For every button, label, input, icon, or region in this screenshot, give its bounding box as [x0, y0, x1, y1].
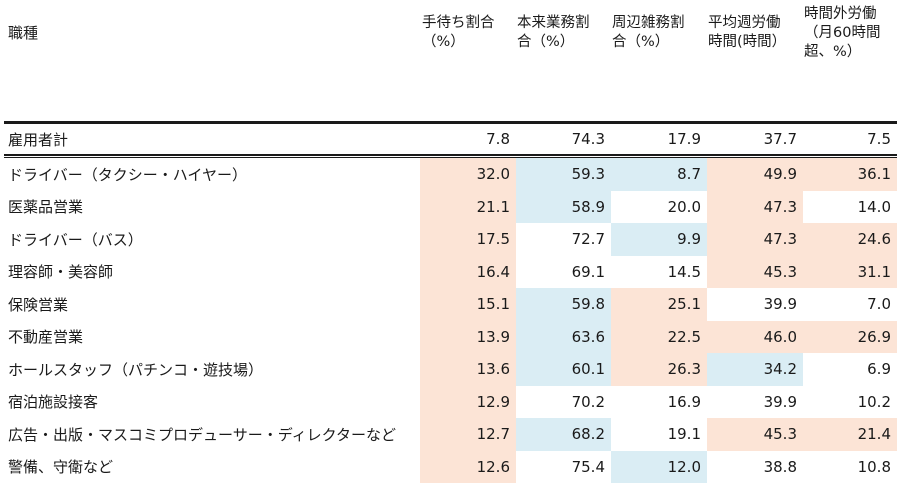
cell: 19.1	[667, 425, 701, 444]
cell: 21.4	[803, 418, 897, 451]
cell: 16.4	[420, 255, 516, 288]
row-label: 不動産営業	[8, 328, 84, 347]
cell: 70.2	[571, 392, 605, 411]
table-row: 警備、守衛など 12.6 75.4 12.0 38.8 10.8	[4, 450, 897, 483]
cell: 7.5	[867, 130, 891, 148]
cell: 14.0	[857, 197, 891, 216]
cell: 8.7	[611, 158, 707, 191]
cell: 22.5	[611, 320, 707, 353]
cell: 7.8	[486, 130, 510, 148]
cell: 17.5	[420, 223, 516, 256]
total-divider	[4, 154, 897, 158]
table-header: 職種 手待ち割合 （%） 本来業務割 合（%） 周辺雑務割 合（%） 平均週労働…	[4, 0, 897, 121]
column-header-misc-work-ratio: 周辺雑務割 合（%）	[612, 14, 685, 52]
cell: 46.0	[707, 320, 803, 353]
cell: 74.3	[571, 130, 605, 148]
cell: 60.1	[516, 353, 611, 386]
cell: 26.3	[611, 353, 707, 386]
cell: 17.9	[667, 130, 701, 148]
row-label: 理容師・美容師	[8, 263, 114, 282]
row-label: ドライバー（タクシー・ハイヤー）	[8, 165, 247, 184]
cell: 58.9	[516, 190, 611, 223]
cell: 37.7	[763, 130, 797, 148]
table-row: 不動産営業 13.9 63.6 22.5 46.0 26.9	[4, 320, 897, 353]
cell: 12.9	[420, 385, 516, 418]
row-label: 保険営業	[8, 295, 69, 314]
column-header-line: 時間(時間）	[708, 34, 787, 50]
cell: 32.0	[420, 158, 516, 191]
cell: 45.3	[707, 255, 803, 288]
table-row: 宿泊施設接客 12.9 70.2 16.9 39.9 10.2	[4, 385, 897, 418]
cell: 72.7	[571, 230, 605, 249]
row-label: ドライバー（バス）	[8, 230, 143, 249]
cell: 68.2	[516, 418, 611, 451]
cell: 47.3	[707, 223, 803, 256]
cell: 14.5	[667, 262, 701, 281]
table-body: ドライバー（タクシー・ハイヤー） 32.0 59.3 8.7 49.9 36.1 医薬品営業…	[4, 158, 897, 483]
cell: 59.3	[516, 158, 611, 191]
column-header-core-work-ratio: 本来業務割 合（%）	[517, 14, 590, 52]
table-row: ドライバー（バス） 17.5 72.7 9.9 47.3 24.6	[4, 223, 897, 256]
cell: 10.8	[857, 457, 891, 476]
cell: 36.1	[803, 158, 897, 191]
header-divider	[4, 121, 897, 124]
cell: 7.0	[867, 295, 891, 314]
cell: 6.9	[867, 360, 891, 379]
column-header-line: 平均週労働	[708, 15, 781, 31]
cell: 47.3	[707, 190, 803, 223]
table-row: 保険営業 15.1 59.8 25.1 39.9 7.0	[4, 288, 897, 321]
table-row: 医薬品営業 21.1 58.9 20.0 47.3 14.0	[4, 190, 897, 223]
cell: 63.6	[516, 320, 611, 353]
column-header-line: 合（%）	[612, 34, 670, 50]
cell: 16.9	[667, 392, 701, 411]
cell: 9.9	[611, 223, 707, 256]
row-label: 警備、守衛など	[8, 458, 114, 477]
row-header-label: 職種	[8, 24, 39, 42]
row-label: ホールスタッフ（パチンコ・遊技場）	[8, 360, 264, 379]
cell: 69.1	[571, 262, 605, 281]
row-label: 広告・出版・マスコミプロデューサー・ディレクターなど	[8, 425, 397, 444]
column-header-line: 合（%）	[517, 34, 575, 50]
cell: 38.8	[763, 457, 797, 476]
table-row: ドライバー（タクシー・ハイヤー） 32.0 59.3 8.7 49.9 36.1	[4, 158, 897, 191]
cell: 25.1	[611, 288, 707, 321]
cell: 39.9	[763, 295, 797, 314]
cell: 31.1	[803, 255, 897, 288]
column-header-overtime: 時間外労働 （月60時間 超、%）	[804, 5, 880, 62]
table-row: 理容師・美容師 16.4 69.1 14.5 45.3 31.1	[4, 255, 897, 288]
cell: 12.6	[420, 450, 516, 483]
cell: 75.4	[571, 457, 605, 476]
cell: 20.0	[667, 197, 701, 216]
cell: 21.1	[420, 190, 516, 223]
cell: 10.2	[857, 392, 891, 411]
occupation-table: 職種 手待ち割合 （%） 本来業務割 合（%） 周辺雑務割 合（%） 平均週労働…	[4, 0, 897, 483]
row-label: 医薬品営業	[8, 198, 84, 217]
cell: 39.9	[763, 392, 797, 411]
column-header-line: （%）	[422, 34, 465, 50]
cell: 34.2	[707, 353, 803, 386]
cell: 13.6	[420, 353, 516, 386]
table-row: 広告・出版・マスコミプロデューサー・ディレクターなど 12.7 68.2 19.1 45…	[4, 418, 897, 451]
total-row: 雇用者計 7.8 74.3 17.9 37.7 7.5	[4, 124, 897, 154]
row-label: 宿泊施設接客	[8, 393, 99, 412]
cell: 26.9	[803, 320, 897, 353]
cell: 49.9	[707, 158, 803, 191]
column-header-line: （月60時間	[804, 25, 881, 41]
table-row: ホールスタッフ（パチンコ・遊技場） 13.6 60.1 26.3 34.2 6.9	[4, 353, 897, 386]
column-header-line: 本来業務割	[517, 15, 590, 31]
row-label: 雇用者計	[8, 130, 69, 149]
column-header-line: 周辺雑務割	[612, 15, 685, 31]
column-header-line: 手待ち割合	[422, 15, 495, 31]
cell: 24.6	[803, 223, 897, 256]
cell: 59.8	[516, 288, 611, 321]
column-header-line: 時間外労働	[804, 6, 877, 22]
cell: 13.9	[420, 320, 516, 353]
column-header-line: 超、%）	[804, 44, 862, 60]
cell: 12.7	[420, 418, 516, 451]
cell: 12.0	[611, 450, 707, 483]
column-header-weekly-hours: 平均週労働 時間(時間）	[708, 14, 786, 52]
cell: 15.1	[420, 288, 516, 321]
column-header-waiting-ratio: 手待ち割合 （%）	[422, 14, 495, 52]
cell: 45.3	[707, 418, 803, 451]
